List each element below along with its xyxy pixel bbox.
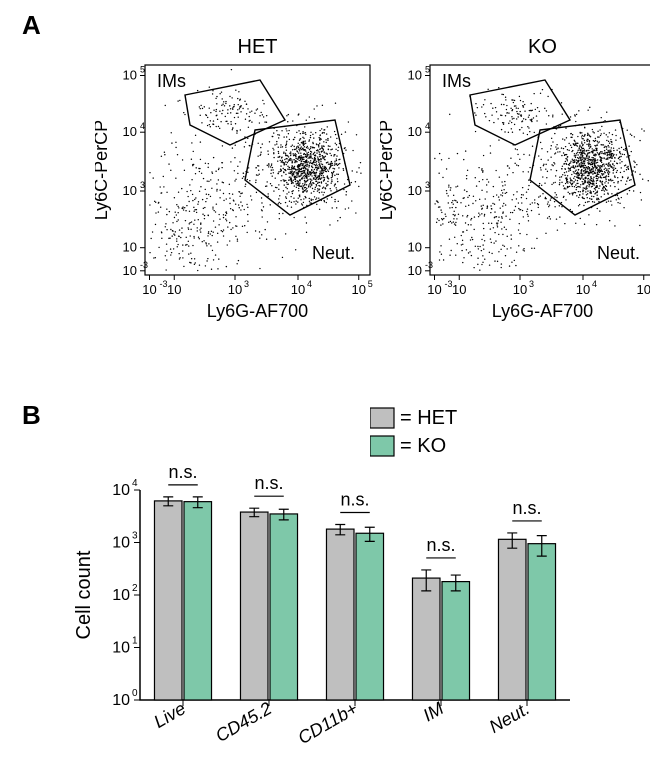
y-axis-label: Ly6C-PerCP [380, 120, 396, 220]
svg-text:4: 4 [132, 478, 138, 489]
svg-text:2: 2 [132, 583, 138, 594]
x-tick-label: CD11b+ [295, 698, 361, 748]
ns-label: n.s. [340, 490, 369, 510]
panel-b-label: B [22, 400, 41, 431]
x-tick-label: Neut. [486, 698, 533, 737]
legend-label-ko: = KO [400, 435, 446, 457]
legend-svg: = HET = KO [370, 400, 600, 460]
x-tick-label: 10 [576, 282, 590, 297]
bar-ko-1 [270, 514, 298, 700]
bar-het-2 [326, 529, 354, 700]
panel-a: HETIMsNeut.10-31010310410510-31010310410… [60, 35, 630, 375]
plot-title: KO [528, 36, 557, 58]
y-tick: 10 [112, 535, 130, 552]
gate-label-neut: Neut. [597, 243, 640, 263]
svg-text:4: 4 [425, 121, 430, 131]
bar-ko-3 [442, 582, 470, 700]
x-tick-label: 10 [291, 282, 305, 297]
svg-text:4: 4 [592, 279, 597, 289]
legend-label-het: = HET [400, 407, 457, 429]
y-tick-label: 10 [408, 68, 422, 83]
plot-title: HET [238, 36, 278, 58]
ns-label: n.s. [168, 462, 197, 482]
x-tick-label: 10 [452, 282, 466, 297]
svg-text:-3: -3 [425, 260, 433, 270]
y-tick-label: 10 [408, 240, 422, 255]
svg-text:0: 0 [132, 688, 138, 699]
x-tick-label: CD45.2 [212, 698, 275, 746]
bar-ko-2 [356, 533, 384, 700]
ns-label: n.s. [426, 535, 455, 555]
svg-text:4: 4 [307, 279, 312, 289]
bar-het-3 [412, 578, 440, 700]
svg-text:1: 1 [132, 636, 138, 647]
x-tick-label: 10 [513, 282, 527, 297]
svg-text:10: 10 [142, 282, 156, 297]
y-tick-label: 10 [123, 240, 137, 255]
ns-label: n.s. [254, 473, 283, 493]
y-tick: 10 [112, 640, 130, 657]
x-tick-label: 10 [352, 282, 366, 297]
y-tick-label: 10 [408, 124, 422, 139]
x-tick-label: 10 [637, 282, 650, 297]
svg-text:5: 5 [425, 65, 430, 75]
legend-swatch-ko [370, 436, 394, 456]
svg-text:3: 3 [425, 180, 430, 190]
svg-text:5: 5 [140, 65, 145, 75]
gate-label-ims: IMs [442, 71, 471, 91]
legend-swatch-het [370, 408, 394, 428]
svg-text:5: 5 [368, 279, 373, 289]
bar-het-0 [154, 501, 182, 700]
x-tick-label: IM [420, 698, 447, 725]
bar-het-1 [240, 512, 268, 700]
y-axis-label: Ly6C-PerCP [95, 120, 111, 220]
svg-text:3: 3 [140, 180, 145, 190]
y-tick-label: 10 [123, 183, 137, 198]
flow-plot-0: HETIMsNeut.10-31010310410510-31010310410… [95, 35, 390, 345]
x-tick-label: 10 [167, 282, 181, 297]
svg-text:10: 10 [427, 282, 441, 297]
svg-text:4: 4 [140, 121, 145, 131]
y-tick: 10 [112, 692, 130, 709]
y-tick: 10 [112, 587, 130, 604]
panel-b-legend: = HET = KO [370, 400, 600, 460]
svg-text:-3: -3 [140, 260, 148, 270]
gate-label-ims: IMs [157, 71, 186, 91]
bar-het-4 [498, 539, 526, 700]
bar-chart: 100101102103104Cell countn.s.Liven.s.CD4… [70, 460, 580, 765]
panel-b: 100101102103104Cell countn.s.Liven.s.CD4… [70, 460, 580, 770]
y-tick: 10 [112, 482, 130, 499]
y-tick-label: 10 [408, 263, 422, 278]
figure-container: A HETIMsNeut.10-31010310410510-310103104… [0, 0, 650, 779]
bar-ko-0 [184, 502, 212, 700]
x-axis-label: Ly6G-AF700 [207, 301, 308, 321]
x-tick-label: 10 [228, 282, 242, 297]
bar-ko-4 [528, 544, 556, 700]
y-tick-label: 10 [123, 68, 137, 83]
svg-text:3: 3 [132, 531, 138, 542]
ns-label: n.s. [512, 498, 541, 518]
panel-a-label: A [22, 10, 41, 41]
svg-text:3: 3 [529, 279, 534, 289]
y-tick-label: 10 [123, 263, 137, 278]
y-axis-label: Cell count [73, 550, 95, 639]
x-axis-label: Ly6G-AF700 [492, 301, 593, 321]
y-tick-label: 10 [123, 124, 137, 139]
y-tick-label: 10 [408, 183, 422, 198]
gate-label-neut: Neut. [312, 243, 355, 263]
svg-text:3: 3 [244, 279, 249, 289]
flow-plot-1: KOIMsNeut.10-31010310410510-310103104105… [380, 35, 650, 345]
